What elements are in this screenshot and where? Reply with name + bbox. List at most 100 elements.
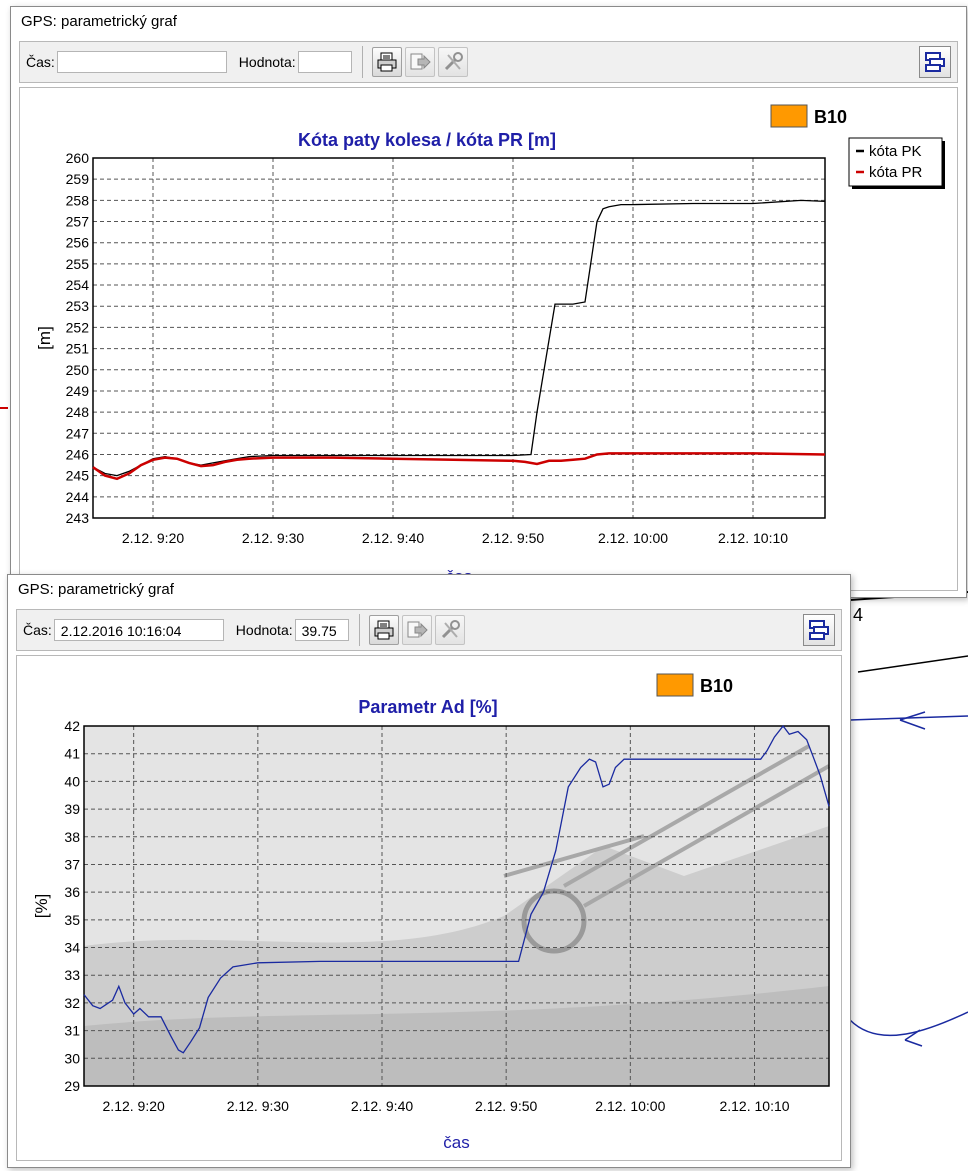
x-tick-label: 2.12. 9:50 — [475, 1098, 537, 1114]
window-layout-icon — [809, 620, 829, 640]
y-tick-label: 32 — [64, 995, 80, 1011]
legend-entry: kóta PK — [869, 143, 922, 160]
export-icon — [410, 53, 431, 70]
y-tick-label: 33 — [64, 967, 80, 983]
y-tick-label: 248 — [66, 404, 90, 420]
chart-title: Parametr Ad [%] — [358, 697, 497, 717]
y-tick-label: 257 — [66, 214, 90, 230]
x-tick-label: 2.12. 9:40 — [351, 1098, 413, 1114]
y-tick-label: 246 — [66, 446, 90, 462]
y-axis-label: [%] — [32, 894, 51, 919]
y-tick-label: 41 — [64, 746, 80, 762]
y-tick-label: 37 — [64, 856, 80, 872]
y-tick-label: 35 — [64, 912, 80, 928]
y-tick-label: 245 — [66, 468, 90, 484]
y-tick-label: 256 — [66, 235, 90, 251]
x-tick-label: 2.12. 9:40 — [362, 530, 424, 546]
background-photo — [84, 726, 830, 1086]
badge-swatch — [656, 673, 694, 697]
window-title: GPS: parametrický graf — [8, 575, 850, 605]
plot-frame — [83, 725, 830, 1087]
legend-box — [848, 137, 943, 187]
chart-title: Kóta paty kolesa / kóta PR [m] — [298, 130, 556, 150]
y-tick-label: 34 — [64, 940, 80, 956]
tools-icon — [444, 52, 463, 71]
x-tick-label: 2.12. 9:30 — [242, 530, 304, 546]
y-tick-label: 42 — [64, 718, 80, 734]
chart-parameter-ad: 2.12. 9:20 2.12. 9:30 2.12. 9:40 2.12. 9:50… — [32, 673, 830, 1152]
toolbar-separator — [358, 614, 360, 646]
y-tick-label: 260 — [66, 150, 90, 166]
x-tick-label: 2.12. 10:10 — [719, 1098, 789, 1114]
export-button[interactable] — [401, 615, 432, 645]
settings-button[interactable] — [434, 615, 465, 645]
y-tick-label: 39 — [64, 801, 80, 817]
layout-button[interactable] — [803, 614, 835, 646]
x-tick-label: 2.12. 10:10 — [718, 530, 788, 546]
y-tick-label: 259 — [66, 171, 90, 187]
x-tick-label: 2.12. 10:00 — [598, 530, 668, 546]
tools-icon — [441, 620, 460, 639]
y-tick-label: 243 — [66, 510, 90, 526]
badge-label: B10 — [700, 676, 733, 696]
window-title: GPS: parametrický graf — [11, 7, 966, 37]
y-tick-label: 250 — [66, 362, 90, 378]
chart-toolbar: Čas: Hodnota: — [19, 41, 958, 83]
y-axis-label: [m] — [35, 326, 54, 350]
print-button[interactable] — [371, 47, 402, 77]
plot-area: 2.12. 9:20 2.12. 9:30 2.12. 9:40 2.12. 9:50… — [16, 655, 842, 1161]
series-line-kóta-PK — [92, 199, 826, 477]
x-tick-label: 2.12. 9:20 — [103, 1098, 165, 1114]
printer-icon — [377, 52, 397, 72]
value-field[interactable] — [297, 51, 352, 73]
chart-toolbar: Čas: 2.12.2016 10:16:04 Hodnota: 39.75 — [16, 609, 842, 651]
settings-button[interactable] — [437, 47, 468, 77]
window-layout-icon — [925, 52, 945, 72]
export-button[interactable] — [404, 47, 435, 77]
background-label: 4 — [853, 605, 863, 625]
y-tick-label: 258 — [66, 192, 90, 208]
printer-icon — [374, 620, 394, 640]
print-button[interactable] — [368, 615, 399, 645]
time-label: Čas: — [26, 54, 55, 70]
chart-window-bottom[interactable]: GPS: parametrický graf Čas: 2.12.2016 10… — [7, 574, 851, 1168]
y-tick-label: 255 — [66, 256, 90, 272]
plot-area: 2.12. 9:20 2.12. 9:30 2.12. 9:40 2.12. 9:50… — [19, 87, 958, 591]
photo-wheel — [521, 888, 587, 954]
y-tick-label: 252 — [66, 319, 90, 335]
toolbar-separator — [361, 46, 363, 78]
value-field[interactable]: 39.75 — [294, 619, 349, 641]
y-tick-label: 38 — [64, 829, 80, 845]
series-line-kóta-PR — [92, 452, 826, 481]
series-line-1 — [83, 724, 830, 1054]
x-tick-label: 2.12. 10:00 — [595, 1098, 665, 1114]
plot-frame — [92, 157, 826, 519]
y-tick-label: 244 — [66, 489, 90, 505]
chart-elevation: 2.12. 9:20 2.12. 9:30 2.12. 9:40 2.12. 9:50… — [35, 104, 945, 586]
y-tick-label: 36 — [64, 884, 80, 900]
photo-boom — [503, 744, 830, 908]
y-tick-label: 251 — [66, 341, 90, 357]
chart-window-top[interactable]: GPS: parametrický graf Čas: Hodnota: 2.1… — [10, 6, 967, 598]
y-tick-label: 254 — [66, 277, 90, 293]
x-tick-label: 2.12. 9:20 — [122, 530, 184, 546]
layout-button[interactable] — [919, 46, 951, 78]
time-field[interactable] — [56, 51, 227, 73]
x-axis-label: čas — [443, 1133, 469, 1152]
y-tick-label: 31 — [64, 1023, 80, 1039]
y-tick-label: 253 — [66, 298, 90, 314]
x-tick-label: 2.12. 9:50 — [482, 530, 544, 546]
x-tick-label: 2.12. 9:30 — [227, 1098, 289, 1114]
legend-entry: kóta PR — [869, 164, 923, 181]
badge-label: B10 — [814, 107, 847, 127]
time-field[interactable]: 2.12.2016 10:16:04 — [53, 619, 224, 641]
y-tick-label: 247 — [66, 425, 90, 441]
badge-swatch — [770, 104, 808, 128]
export-icon — [407, 621, 428, 638]
y-tick-label: 40 — [64, 773, 80, 789]
time-label: Čas: — [23, 622, 52, 638]
y-tick-label: 30 — [64, 1050, 80, 1066]
value-label: Hodnota: — [238, 54, 296, 70]
photo-ground — [84, 986, 829, 1086]
y-tick-label: 29 — [64, 1078, 80, 1094]
